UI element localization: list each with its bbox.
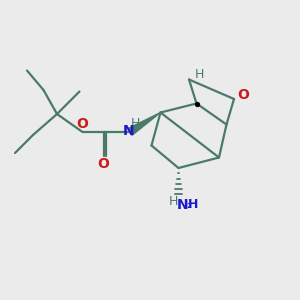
Text: H: H xyxy=(188,198,199,211)
Text: N: N xyxy=(123,124,135,138)
Text: H: H xyxy=(195,68,204,81)
Text: O: O xyxy=(76,117,88,130)
Text: H: H xyxy=(168,195,178,208)
Text: O: O xyxy=(238,88,250,102)
Text: ₂: ₂ xyxy=(187,200,191,210)
Text: O: O xyxy=(98,158,110,171)
Text: N: N xyxy=(176,198,188,212)
Text: H: H xyxy=(130,117,140,130)
Polygon shape xyxy=(128,112,160,135)
